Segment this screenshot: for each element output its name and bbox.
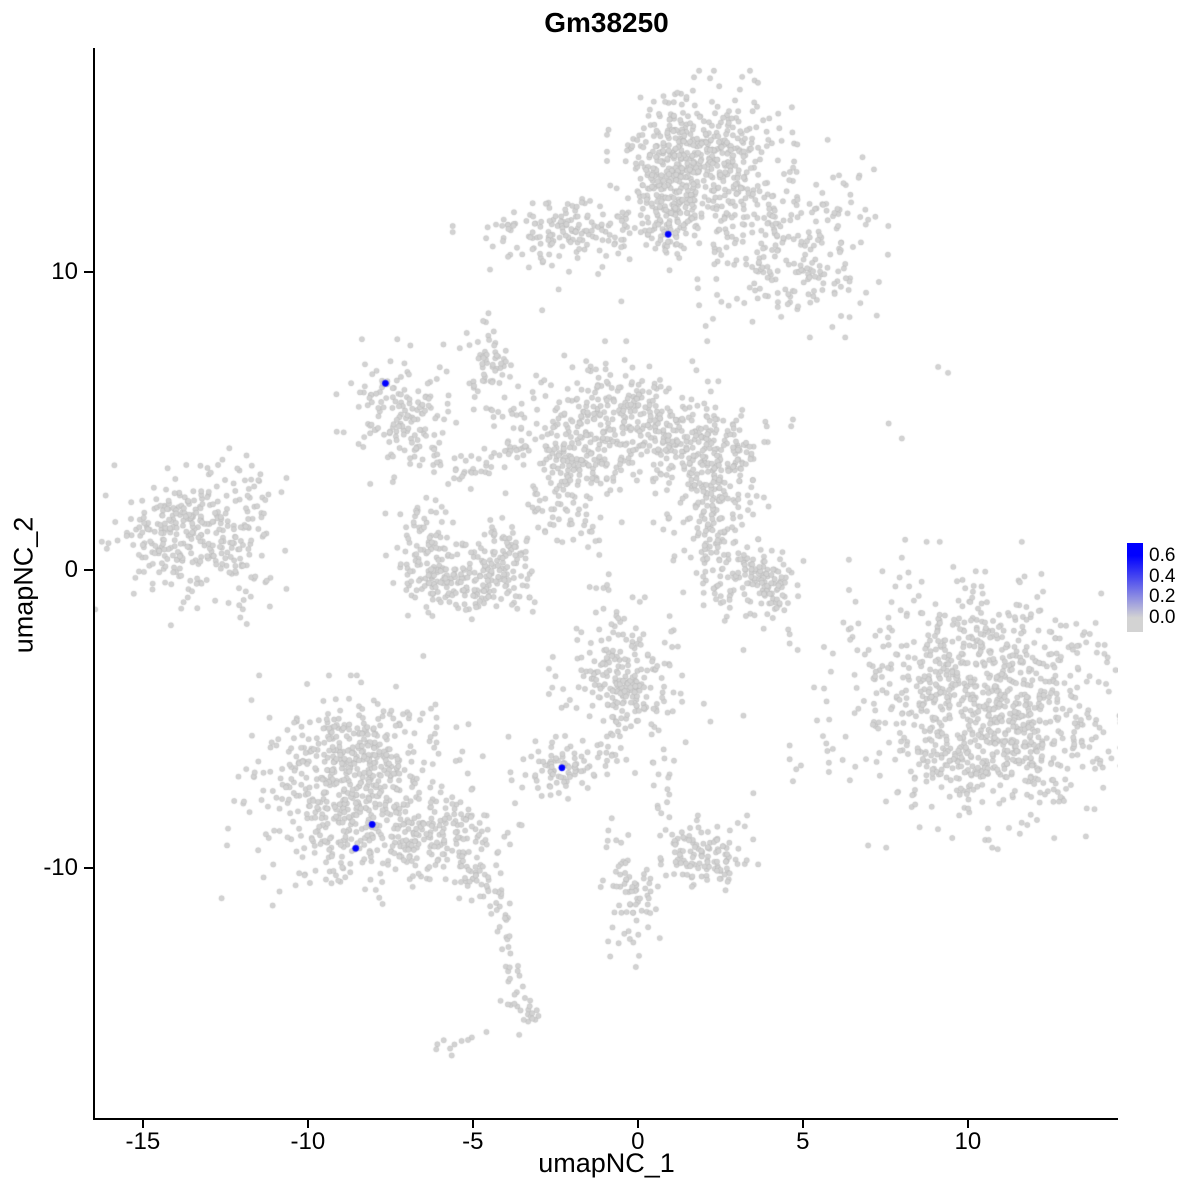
y-tick-mark: [84, 568, 93, 571]
x-tick-label: 0: [631, 1128, 645, 1155]
colorbar-tick-label: 0.2: [1149, 586, 1176, 607]
x-tick-mark: [966, 1120, 969, 1128]
x-tick-label: -10: [290, 1128, 326, 1155]
expression-colorbar: 0.6 0.4 0.2 0.0: [1127, 543, 1199, 637]
x-tick-mark: [471, 1120, 474, 1128]
y-tick-label: -10: [43, 853, 78, 881]
x-tick-label: 5: [796, 1128, 810, 1155]
x-tick-mark: [306, 1120, 309, 1128]
y-tick-mark: [84, 270, 93, 273]
y-tick-mark: [84, 866, 93, 869]
x-tick-mark: [636, 1120, 639, 1128]
x-tick-mark: [801, 1120, 804, 1128]
plot-title: Gm38250: [544, 7, 669, 38]
scatter-canvas: [95, 48, 1118, 1118]
x-tick-label: -15: [125, 1128, 161, 1155]
colorbar-gradient: [1127, 543, 1143, 632]
y-axis-label: umapNC_2: [8, 516, 39, 654]
colorbar-tick-label: 0.4: [1149, 565, 1176, 587]
x-axis-label: umapNC_1: [538, 1148, 675, 1178]
x-tick-label: -5: [462, 1128, 484, 1155]
x-tick-mark: [141, 1120, 144, 1128]
x-tick-label: 10: [954, 1128, 982, 1155]
colorbar-tick-label: 0.0: [1149, 606, 1176, 628]
plot-panel: [93, 48, 1118, 1120]
y-tick-label: 0: [64, 555, 78, 583]
y-tick-label: 10: [51, 257, 78, 285]
colorbar-tick-label: 0.6: [1149, 545, 1176, 566]
